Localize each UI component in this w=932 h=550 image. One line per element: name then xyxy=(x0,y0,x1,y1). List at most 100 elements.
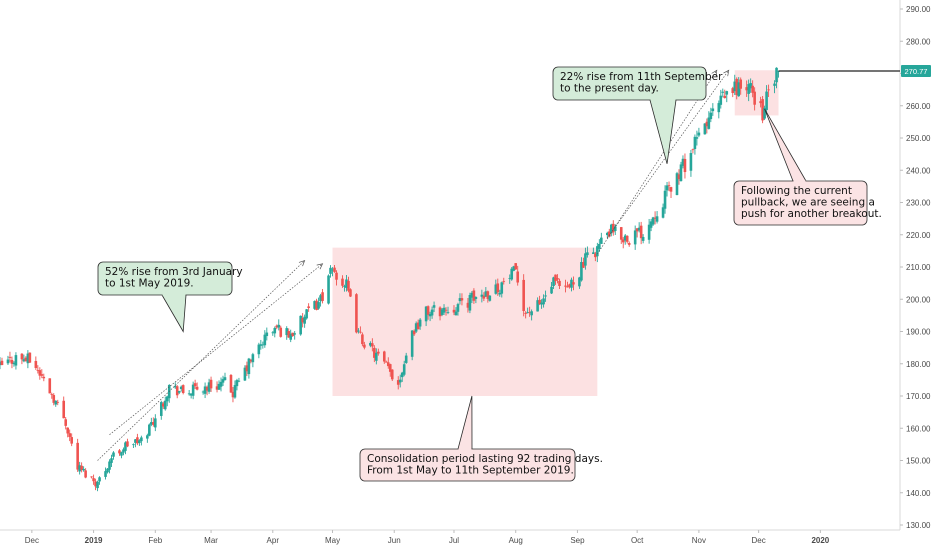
candle-body xyxy=(711,108,715,112)
time-tick-label: Dec xyxy=(25,536,39,545)
candle-body xyxy=(526,312,529,313)
callout-line: to the present day. xyxy=(560,83,659,95)
candle-body xyxy=(456,304,460,312)
time-tick-label: Feb xyxy=(148,536,162,545)
candle-body xyxy=(6,359,10,364)
candle-body xyxy=(584,253,587,266)
price-tick-label: 200.00 xyxy=(906,295,931,304)
candle-body xyxy=(512,266,516,271)
candle-body xyxy=(621,239,625,243)
candle-body xyxy=(745,87,748,91)
candle-body xyxy=(641,236,645,241)
candle-body xyxy=(257,344,261,355)
consolidation-zone xyxy=(332,247,598,396)
candle-body xyxy=(404,355,408,363)
candle-body xyxy=(80,465,83,471)
candle-body xyxy=(400,372,404,378)
price-tick-label: 230.00 xyxy=(906,199,931,208)
candle-body xyxy=(623,235,627,241)
time-tick-label: Nov xyxy=(692,536,706,545)
candle-body xyxy=(739,79,743,89)
candle-body xyxy=(717,103,721,113)
candle-body xyxy=(765,91,768,111)
candle-body xyxy=(663,190,667,209)
candle-body xyxy=(753,91,756,105)
candle-body xyxy=(677,174,681,180)
candle-body xyxy=(245,365,249,372)
candle-body xyxy=(327,275,330,304)
time-tick-label: 2020 xyxy=(811,536,829,545)
price-tick-label: 170.00 xyxy=(906,392,931,401)
time-tick-label: Apr xyxy=(267,536,280,545)
candle-body xyxy=(639,225,643,239)
candle-body xyxy=(223,377,227,381)
candle-body xyxy=(20,353,24,360)
candle-body xyxy=(683,158,687,173)
candle-body xyxy=(263,334,267,346)
candle-body xyxy=(747,84,750,94)
candle-body xyxy=(550,286,553,294)
candle-body xyxy=(725,91,729,95)
time-tick-label: Sep xyxy=(570,536,585,545)
candle-body xyxy=(619,227,623,240)
candle-body xyxy=(572,282,575,285)
candle-body xyxy=(454,311,458,316)
candle-body xyxy=(124,442,127,451)
candle-body xyxy=(759,101,762,104)
candle-body xyxy=(384,361,388,363)
candle-body xyxy=(187,393,191,395)
candle-body xyxy=(582,262,585,268)
candle-body xyxy=(737,82,741,97)
candle-body xyxy=(84,470,87,478)
candle-body xyxy=(689,153,693,171)
candle-body xyxy=(279,327,283,337)
candle-body xyxy=(273,327,277,334)
candle-body xyxy=(446,311,450,313)
candle-body xyxy=(440,309,444,315)
candle-body xyxy=(291,332,294,336)
candle-body xyxy=(580,261,583,281)
candle-body xyxy=(231,391,235,398)
price-tick-label: 220.00 xyxy=(906,231,931,240)
candle-body xyxy=(265,332,269,337)
candle-body xyxy=(271,332,275,334)
candle-body xyxy=(669,187,673,192)
price-tick-label: 180.00 xyxy=(906,360,931,369)
candle-body xyxy=(159,402,163,416)
candle-body xyxy=(472,290,476,301)
price-tick-label: 160.00 xyxy=(906,424,931,433)
candle-body xyxy=(470,292,474,298)
candle-body xyxy=(377,351,380,354)
candle-body xyxy=(773,83,776,86)
candle-body xyxy=(522,279,525,311)
candle-body xyxy=(763,107,766,119)
candle-body xyxy=(458,298,462,302)
candle-body xyxy=(468,295,472,311)
candle-body xyxy=(357,330,360,332)
candle-body xyxy=(558,280,561,287)
candle-body xyxy=(201,391,205,393)
candle-body xyxy=(480,294,484,297)
candle-body xyxy=(474,297,478,299)
price-tick-label: 280.00 xyxy=(906,37,931,46)
price-tick-label: 250.00 xyxy=(906,134,931,143)
candle-body xyxy=(633,230,637,245)
candle-body xyxy=(122,449,125,453)
candle-body xyxy=(723,95,727,99)
candle-body xyxy=(301,317,304,323)
candle-body xyxy=(396,380,400,385)
candle-body xyxy=(594,253,597,258)
candle-body xyxy=(661,207,665,218)
candle-body xyxy=(285,328,289,336)
candle-body xyxy=(530,311,533,316)
last-price-label: 270.77 xyxy=(905,67,928,76)
candle-body xyxy=(607,231,611,237)
callout-line: push for another breakout. xyxy=(741,208,882,220)
price-axis: 130.00 140.00 150.00 160.00 170.00 180.00 190.… xyxy=(899,0,932,550)
candle-body xyxy=(12,362,16,365)
candle-body xyxy=(96,481,99,489)
candle-body xyxy=(606,232,609,236)
candle-body xyxy=(570,279,573,288)
